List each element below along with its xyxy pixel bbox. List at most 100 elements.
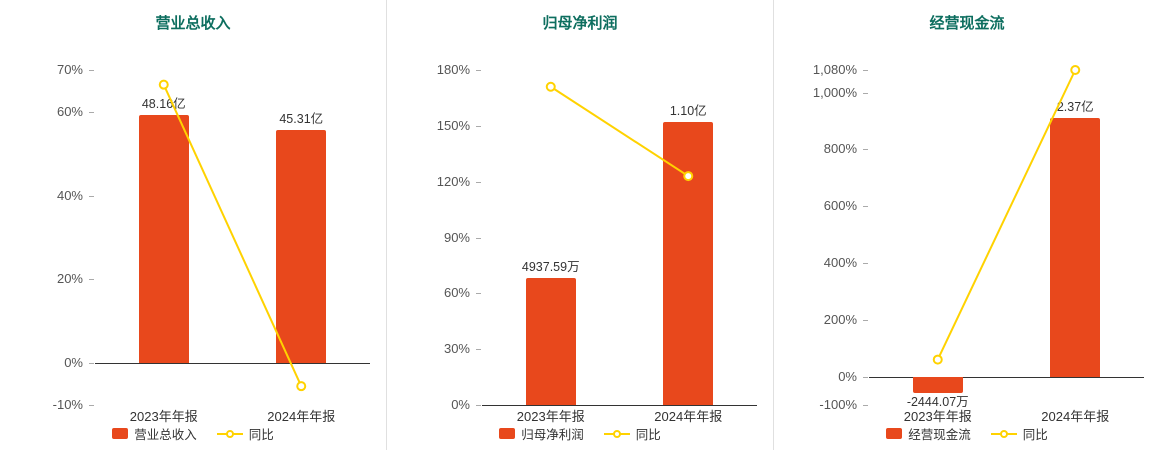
y-axis-tick-label: 40% [56,187,83,203]
legend-item-revenue-bar: 营业总收入 [112,424,197,443]
y-axis-tick-label: 30% [443,341,470,357]
bar-value-label: 4937.59万 [521,259,580,274]
yoy-point [1070,65,1081,75]
bar-value-label: -2444.07万 [906,395,969,409]
y-axis-tick-mark [476,181,481,183]
y-axis-tick-mark [476,125,481,127]
x-axis-label: 2024年年报 [267,409,336,424]
y-axis-tick-label: 800% [823,141,857,157]
yoy-point [296,381,307,392]
y-axis-tick-mark [476,70,481,71]
bar-0 [138,115,189,364]
yoy-point [932,354,943,365]
y-axis-tick-mark [863,92,868,94]
bar-value-label: 48.16亿 [141,97,186,112]
yoy-point [545,81,556,92]
yoy-line-marker-icon [216,429,243,438]
y-axis-tick-mark [863,206,868,208]
y-axis-tick-label: 0% [838,368,857,384]
legend-net-profit: 归母净利润 同比 [387,424,773,443]
panel-divider [773,0,774,450]
y-axis-tick-label: 1,000% [812,84,857,100]
bar-value-label: 2.37亿 [1056,99,1094,114]
y-axis-tick-mark [476,293,481,295]
bar-1 [276,130,327,364]
y-axis-tick-label: 200% [823,311,857,327]
y-axis-tick-label: 90% [443,229,470,245]
panel-divider [386,0,387,450]
legend-item-revenue-yoy: 同比 [216,424,274,443]
legend-item-cash-flow-bar: 经营现金流 [886,424,971,443]
y-axis-tick-label: 1,080% [812,62,857,77]
chart-title-revenue: 营业总收入 [155,15,231,32]
x-axis-label: 2024年年报 [654,409,723,424]
legend-cash-flow: 经营现金流 同比 [774,424,1160,443]
y-axis-tick-mark [476,405,481,406]
plot-net-profit: 180% 150% 120% 90% 60% 30% 0% 4937.59万 1.10亿 2023… [387,0,773,450]
legend-item-cash-flow-yoy: 同比 [990,424,1048,443]
y-axis-tick-label: 600% [823,198,857,214]
legend-label-revenue: 营业总收入 [134,428,197,442]
legend-label-yoy: 同比 [635,428,661,442]
bar-value-label: 1.10亿 [669,103,707,118]
bar-series-swatch-icon [112,428,129,439]
y-axis-tick-mark [863,263,868,265]
yoy-point [158,79,169,90]
x-axis-label: 2023年年报 [129,409,198,424]
yoy-line-marker-icon [990,429,1017,438]
x-axis-label: 2023年年报 [516,409,585,424]
y-axis-tick-label: 0% [451,397,470,412]
plot-cash-flow: 1,080% 1,000% 800% 600% 400% 200% 0% -100% -2444… [774,0,1160,450]
yoy-circle-icon [999,429,1008,438]
y-axis-tick-mark [863,319,868,321]
yoy-circle-icon [612,429,621,438]
y-axis-tick-label: 60% [443,285,470,301]
y-axis-tick-label: 60% [56,103,83,119]
plot-revenue: 70% 60% 40% 20% 0% -10% 48.16亿 45.31亿 2023年年报 202… [0,0,386,450]
x-axis-label: 2024年年报 [1041,409,1110,424]
legend-label-cash-flow: 经营现金流 [908,428,971,442]
x-axis-line [869,376,1144,378]
y-axis-tick-label: 0% [64,355,83,371]
y-axis-tick-mark [863,376,868,378]
panel-cash-flow: 经营现金流 1,080% 1,000% 800% 600% 400% 200% 0% -100… [774,0,1160,450]
x-axis-line [482,405,757,406]
y-axis-tick-label: 20% [56,271,83,287]
legend-item-net-profit-bar: 归母净利润 [499,424,584,443]
bar-series-swatch-icon [886,428,903,439]
yoy-line-marker-icon [603,429,630,438]
legend-label-yoy: 同比 [248,428,274,442]
y-axis-tick-mark [89,195,94,197]
y-axis-tick-mark [89,70,94,71]
chart-title-net-profit: 归母净利润 [542,15,618,32]
bar-value-label: 45.31亿 [279,112,324,127]
chart-title-cash-flow: 经营现金流 [929,15,1005,32]
yoy-circle-icon [225,429,234,438]
bar-1 [1050,117,1101,377]
y-axis-tick-label: -100% [819,397,857,412]
bar-0 [525,277,576,405]
bar-series-swatch-icon [499,428,516,439]
y-axis-tick-mark [89,405,94,406]
legend-revenue: 营业总收入 同比 [0,424,386,443]
y-axis-tick-mark [863,405,868,406]
legend-label-net-profit: 归母净利润 [521,428,584,442]
y-axis-tick-mark [476,349,481,351]
y-axis-tick-label: 70% [56,62,83,77]
bar-0 [912,376,963,393]
panel-revenue: 营业总收入 70% 60% 40% 20% 0% -10% 48.16亿 45.31亿 2023… [0,0,386,450]
y-axis-tick-mark [89,111,94,113]
bar-1 [663,121,714,405]
x-axis-line [95,363,370,365]
panel-net-profit: 归母净利润 180% 150% 120% 90% 60% 30% 0% 4937.59万 1.1… [387,0,773,450]
legend-item-net-profit-yoy: 同比 [603,424,661,443]
y-axis-tick-mark [89,363,94,365]
y-axis-tick-mark [476,237,481,239]
y-axis-tick-mark [89,279,94,281]
y-axis-tick-label: 150% [436,117,470,133]
y-axis-tick-mark [863,149,868,151]
y-axis-tick-label: 400% [823,255,857,271]
y-axis-tick-label: -10% [52,397,83,412]
x-axis-label: 2023年年报 [903,409,972,424]
